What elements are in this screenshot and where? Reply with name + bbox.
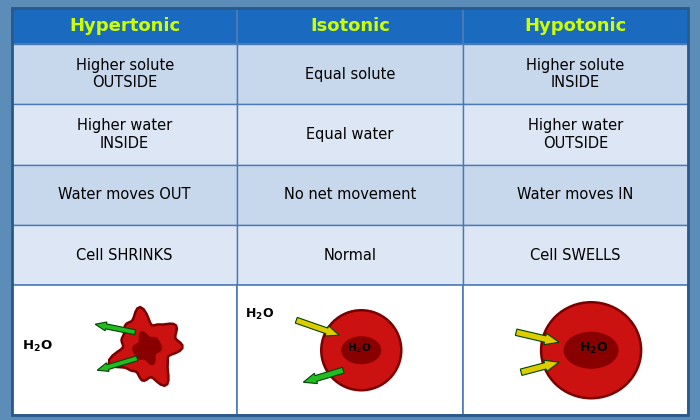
Text: No net movement: No net movement [284, 187, 416, 202]
FancyArrow shape [97, 356, 138, 371]
Bar [237, 8, 463, 44]
Ellipse shape [342, 336, 382, 364]
Text: Normal: Normal [323, 248, 377, 263]
Bar [18, 291, 231, 409]
Polygon shape [132, 331, 162, 365]
Text: Higher water
OUTSIDE: Higher water OUTSIDE [528, 118, 623, 151]
Bar [463, 44, 688, 104]
FancyArrow shape [520, 360, 559, 375]
Text: Hypotonic: Hypotonic [524, 17, 626, 35]
FancyBboxPatch shape [4, 0, 696, 420]
Bar [463, 104, 688, 165]
Bar [463, 225, 688, 286]
FancyArrow shape [295, 318, 340, 336]
Bar [237, 225, 463, 286]
Bar [237, 286, 463, 415]
Bar [237, 44, 463, 104]
Text: Hypertonic: Hypertonic [69, 17, 180, 35]
Text: Equal water: Equal water [307, 127, 393, 142]
Text: Higher solute
OUTSIDE: Higher solute OUTSIDE [76, 58, 174, 90]
Ellipse shape [564, 332, 619, 369]
Text: Higher solute
INSIDE: Higher solute INSIDE [526, 58, 624, 90]
Bar [12, 44, 237, 104]
Bar [244, 291, 456, 409]
Text: Isotonic: Isotonic [310, 17, 390, 35]
FancyArrow shape [303, 368, 344, 383]
Text: Cell SWELLS: Cell SWELLS [530, 248, 621, 263]
Text: $\mathbf{H_2O}$: $\mathbf{H_2O}$ [579, 341, 608, 356]
Bar [237, 104, 463, 165]
Bar [463, 8, 688, 44]
Text: Water moves OUT: Water moves OUT [58, 187, 191, 202]
Bar [237, 165, 463, 225]
Bar [469, 291, 682, 409]
FancyArrow shape [515, 329, 559, 345]
Bar [463, 286, 688, 415]
Text: Equal solute: Equal solute [304, 67, 395, 81]
Ellipse shape [541, 302, 641, 398]
Text: Cell SHRINKS: Cell SHRINKS [76, 248, 173, 263]
Bar [12, 165, 237, 225]
FancyArrow shape [95, 322, 136, 335]
Bar [12, 8, 237, 44]
Text: $\mathbf{H_2O}$: $\mathbf{H_2O}$ [245, 307, 274, 322]
Text: Higher water
INSIDE: Higher water INSIDE [77, 118, 172, 151]
Text: $\mathbf{H_2O}$: $\mathbf{H_2O}$ [347, 341, 372, 355]
Polygon shape [109, 307, 183, 386]
Bar [463, 165, 688, 225]
Bar [12, 286, 237, 415]
Ellipse shape [321, 310, 401, 390]
Text: $\mathbf{H_2O}$: $\mathbf{H_2O}$ [22, 339, 52, 354]
Bar [12, 225, 237, 286]
Text: Water moves IN: Water moves IN [517, 187, 634, 202]
Bar [12, 104, 237, 165]
